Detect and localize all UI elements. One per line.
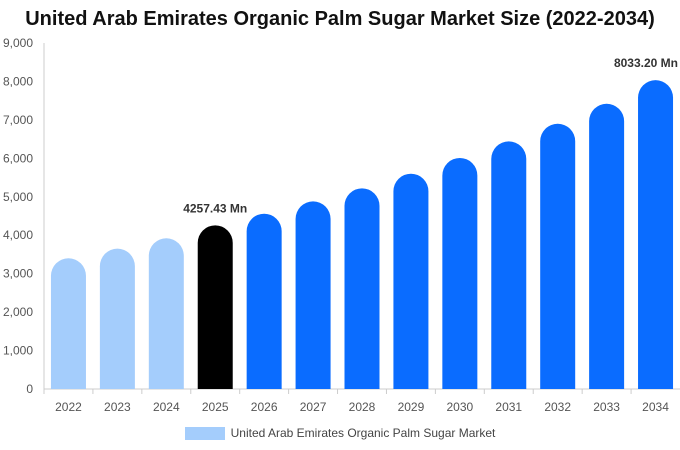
x-tick-label: 2022 bbox=[55, 400, 82, 414]
x-tick-label: 2023 bbox=[104, 400, 131, 414]
legend-swatch bbox=[184, 426, 225, 440]
y-tick-label: 4,000 bbox=[3, 228, 33, 242]
x-tick-label: 2034 bbox=[642, 400, 669, 414]
y-tick-label: 9,000 bbox=[3, 36, 33, 50]
data-label-2034: 8033.20 Mn bbox=[614, 56, 678, 70]
x-tick-label: 2027 bbox=[300, 400, 327, 414]
bar-2031[interactable] bbox=[491, 141, 527, 389]
y-tick-label: 6,000 bbox=[3, 151, 33, 165]
data-label-2025: 4257.43 Mn bbox=[183, 201, 247, 215]
y-tick-label: 2,000 bbox=[3, 305, 33, 319]
bar-2033[interactable] bbox=[589, 103, 625, 390]
bar-2025[interactable] bbox=[197, 225, 233, 389]
bar-2022[interactable] bbox=[50, 258, 86, 389]
legend[interactable]: United Arab Emirates Organic Palm Sugar … bbox=[0, 426, 680, 440]
bar-2028[interactable] bbox=[344, 188, 380, 389]
y-tick-label: 8,000 bbox=[3, 74, 33, 88]
x-tick-label: 2031 bbox=[495, 400, 522, 414]
y-tick-label: 7,000 bbox=[3, 113, 33, 127]
bar-2023[interactable] bbox=[99, 248, 135, 389]
bar-2030[interactable] bbox=[442, 157, 478, 389]
y-tick-label: 1,000 bbox=[3, 344, 33, 358]
x-tick-label: 2026 bbox=[251, 400, 278, 414]
x-tick-label: 2028 bbox=[349, 400, 376, 414]
y-axis: 0 1,000 2,000 3,000 4,000 5,000 6,000 7,000 8,00… bbox=[3, 36, 45, 396]
x-tick-label: 2033 bbox=[593, 400, 620, 414]
bar-2024[interactable] bbox=[148, 238, 184, 389]
bar-2029[interactable] bbox=[393, 173, 429, 389]
bars-group bbox=[50, 80, 674, 390]
y-tick-label: 0 bbox=[26, 382, 33, 396]
x-tick-label: 2030 bbox=[446, 400, 473, 414]
y-tick-label: 3,000 bbox=[3, 267, 33, 281]
x-tick-label: 2029 bbox=[398, 400, 425, 414]
legend-label: United Arab Emirates Organic Palm Sugar … bbox=[230, 426, 496, 440]
bar-2034[interactable] bbox=[638, 80, 674, 389]
bar-chart: 0 1,000 2,000 3,000 4,000 5,000 6,000 7,000 8,00… bbox=[3, 36, 680, 414]
x-axis: 2022 2023 2024 2025 2026 2027 2028 2029 2030 2031… bbox=[43, 388, 680, 414]
x-tick-label: 2032 bbox=[544, 400, 571, 414]
data-labels-group: 4257.43 Mn 8033.20 Mn bbox=[183, 56, 678, 215]
y-tick-label: 5,000 bbox=[3, 190, 33, 204]
bar-2032[interactable] bbox=[540, 123, 576, 389]
x-tick-label: 2025 bbox=[202, 400, 229, 414]
bar-2026[interactable] bbox=[246, 213, 282, 389]
chart-title: United Arab Emirates Organic Palm Sugar … bbox=[25, 8, 655, 30]
bar-2027[interactable] bbox=[295, 201, 331, 389]
x-tick-label: 2024 bbox=[153, 400, 180, 414]
